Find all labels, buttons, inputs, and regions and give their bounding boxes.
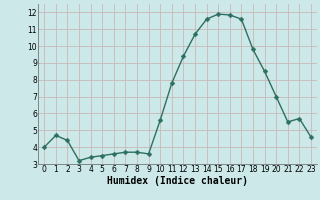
X-axis label: Humidex (Indice chaleur): Humidex (Indice chaleur) xyxy=(107,176,248,186)
